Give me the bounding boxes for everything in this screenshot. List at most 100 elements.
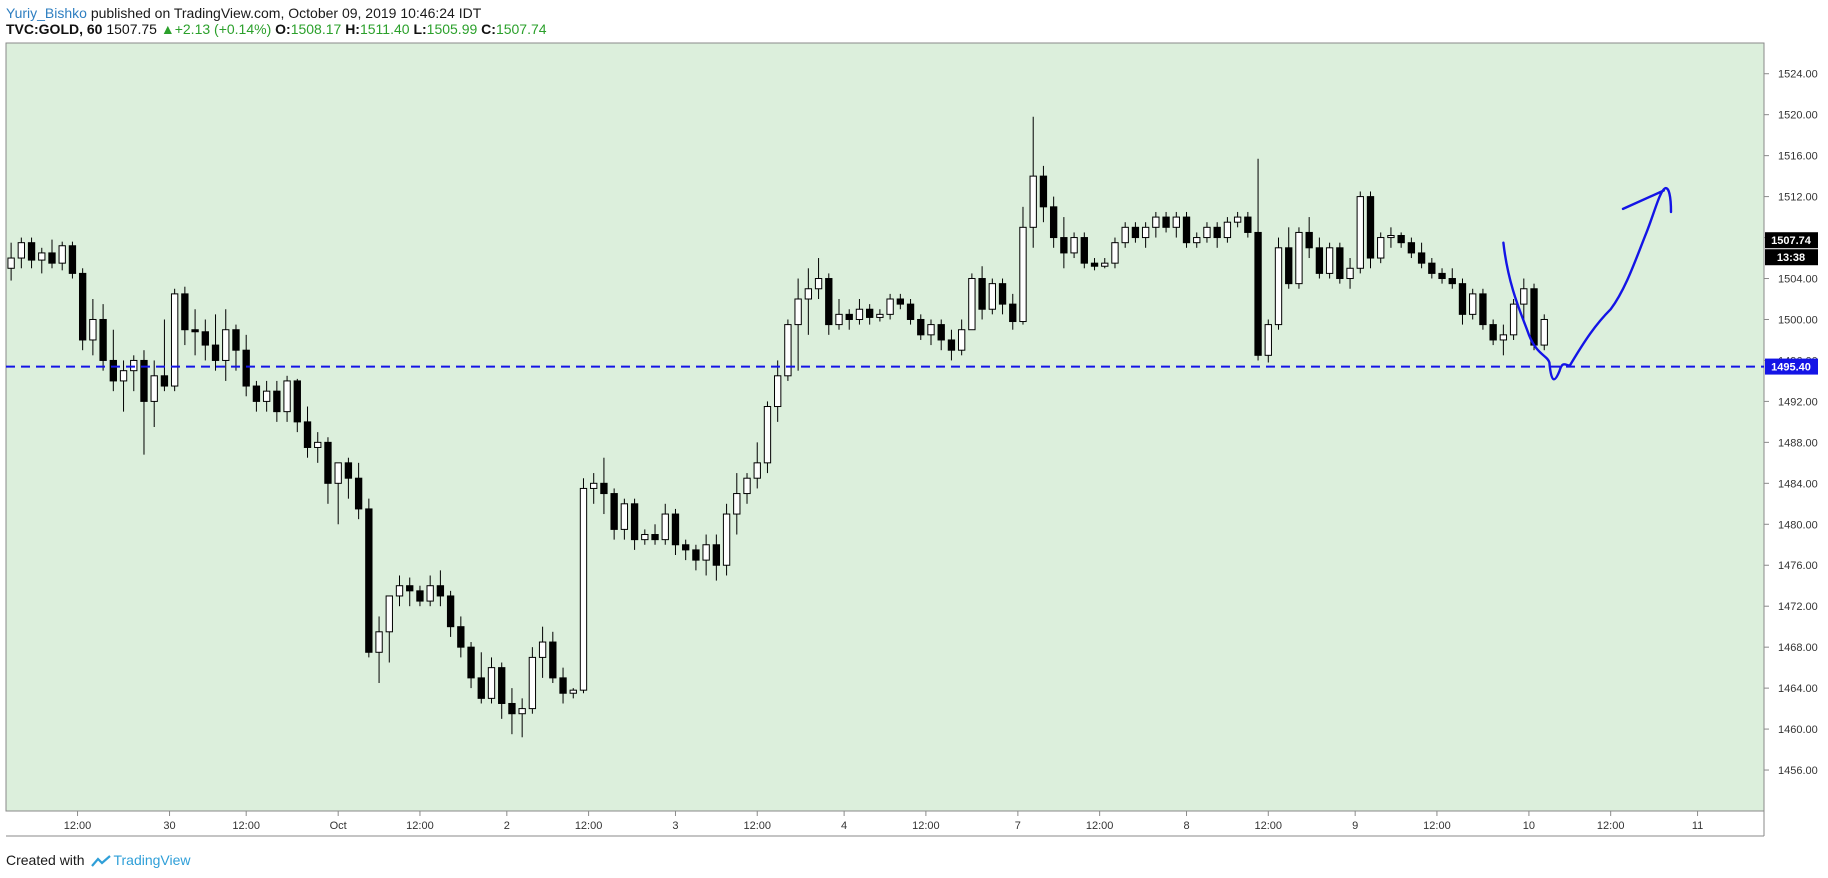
candle-body-down <box>1397 235 1405 244</box>
x-tick-label: 3 <box>672 820 678 832</box>
candle-body-up <box>528 656 537 710</box>
candle <box>191 309 199 356</box>
y-tick-label: 1492.00 <box>1778 396 1818 408</box>
y-tick-label: 1464.00 <box>1778 683 1818 695</box>
tradingview-logo-icon <box>91 855 112 867</box>
candle <box>1346 258 1354 289</box>
candle-body-down <box>303 421 312 448</box>
candle-body-up <box>262 390 271 402</box>
candle-body-up <box>334 462 342 484</box>
candle-body-up <box>375 631 383 653</box>
candle-body-up <box>538 641 547 658</box>
candle-body-up <box>487 667 496 699</box>
candle <box>1152 211 1160 238</box>
candle-body-down <box>1213 226 1221 239</box>
candle <box>804 268 813 335</box>
candles-layer <box>7 116 1548 738</box>
x-tick-label: 11 <box>1692 820 1703 832</box>
candle-body-down <box>498 667 506 704</box>
candle <box>1182 211 1191 248</box>
candle <box>876 309 884 322</box>
candle <box>743 473 751 504</box>
candle-body-down <box>1285 247 1293 285</box>
candle <box>794 278 802 371</box>
candle <box>477 652 485 704</box>
x-tick-label: 7 <box>1015 820 1021 832</box>
candle-body-down <box>1336 247 1344 280</box>
candle-body-down <box>1049 206 1058 239</box>
candle <box>845 309 853 330</box>
candle-body-down <box>630 503 639 541</box>
candle-body-up <box>1295 231 1303 285</box>
candle-body-down <box>48 252 56 264</box>
candle-body-up <box>927 324 935 336</box>
candle-body-down <box>1009 303 1017 323</box>
candle <box>1458 278 1467 325</box>
candle <box>1377 232 1385 264</box>
candle-body-down <box>140 359 148 402</box>
y-tick-label: 1476.00 <box>1778 560 1818 572</box>
x-tick-label: 12:00 <box>232 820 260 832</box>
candle-body-up <box>988 283 996 310</box>
candle-body-up <box>855 308 864 320</box>
candle <box>1264 319 1272 363</box>
low-value: 1505.99 <box>426 21 478 37</box>
candle-body-up <box>1070 237 1078 254</box>
footer: Created with TradingView <box>6 852 191 868</box>
candle <box>426 575 434 607</box>
candle-body-down <box>1407 242 1416 254</box>
candle <box>1509 299 1518 340</box>
candle-body-down <box>27 242 36 261</box>
candle <box>620 498 629 540</box>
candle-body-up <box>1121 226 1129 244</box>
candle <box>1101 258 1109 269</box>
candle <box>201 319 209 361</box>
candle <box>610 488 618 540</box>
candle <box>1090 258 1099 271</box>
tradingview-brand-link[interactable]: TradingView <box>113 852 191 868</box>
y-axis[interactable]: 1524.001520.001516.001512.001508.001504.… <box>1764 69 1818 777</box>
projection-drawing[interactable] <box>1502 187 1673 381</box>
plot-area[interactable] <box>5 42 1765 812</box>
candle-body-down <box>610 493 618 530</box>
candle <box>1213 222 1221 248</box>
candle-body-up <box>1499 334 1508 341</box>
candle-body-up <box>1019 226 1027 323</box>
candle-body-down <box>947 339 956 351</box>
candle <box>1325 242 1334 279</box>
candle-body-down <box>1428 262 1436 274</box>
candle <box>702 534 710 576</box>
candle <box>17 237 25 269</box>
candle-body-down <box>906 303 915 320</box>
last-price-label: 1507.74 <box>1771 235 1812 247</box>
candle-body-down <box>978 278 986 310</box>
price-change: +2.13 (+0.14%) <box>174 21 272 37</box>
candle <box>1049 196 1058 248</box>
candle-body-up <box>702 544 710 561</box>
close-label: C: <box>481 21 496 37</box>
ohlc-legend: TVC:GOLD, 60 1507.75 ▲+2.13 (+0.14%) O:1… <box>6 21 547 37</box>
candle-body-down <box>1182 216 1191 244</box>
x-axis[interactable]: 12:00 30 12:00 Oct 12:00 2 12:00 3 12:00 4 12:00 7 1… <box>64 811 1703 832</box>
candle <box>365 498 373 658</box>
high-label: H: <box>345 21 360 37</box>
publish-header: Yuriy_Bishko published on TradingView.co… <box>6 5 481 21</box>
hline-price-tag <box>1765 358 1818 375</box>
y-tick-label: 1484.00 <box>1778 478 1818 490</box>
candle-body-up <box>7 257 15 269</box>
candle-body-down <box>1080 237 1088 264</box>
candle-body-up <box>1029 175 1037 228</box>
y-tick-label: 1480.00 <box>1778 519 1818 531</box>
candle-body-down <box>692 549 700 561</box>
candle <box>651 524 659 545</box>
candle <box>937 319 945 351</box>
candle-body-down <box>1305 231 1313 249</box>
author-link[interactable]: Yuriy_Bishko <box>6 5 87 21</box>
high-value: 1511.40 <box>359 21 410 37</box>
candle-body-down <box>1458 283 1467 315</box>
candle-body-down <box>1448 278 1456 285</box>
candle-body-down <box>211 344 220 361</box>
candle-body-up <box>1141 226 1150 239</box>
candle <box>160 319 169 392</box>
